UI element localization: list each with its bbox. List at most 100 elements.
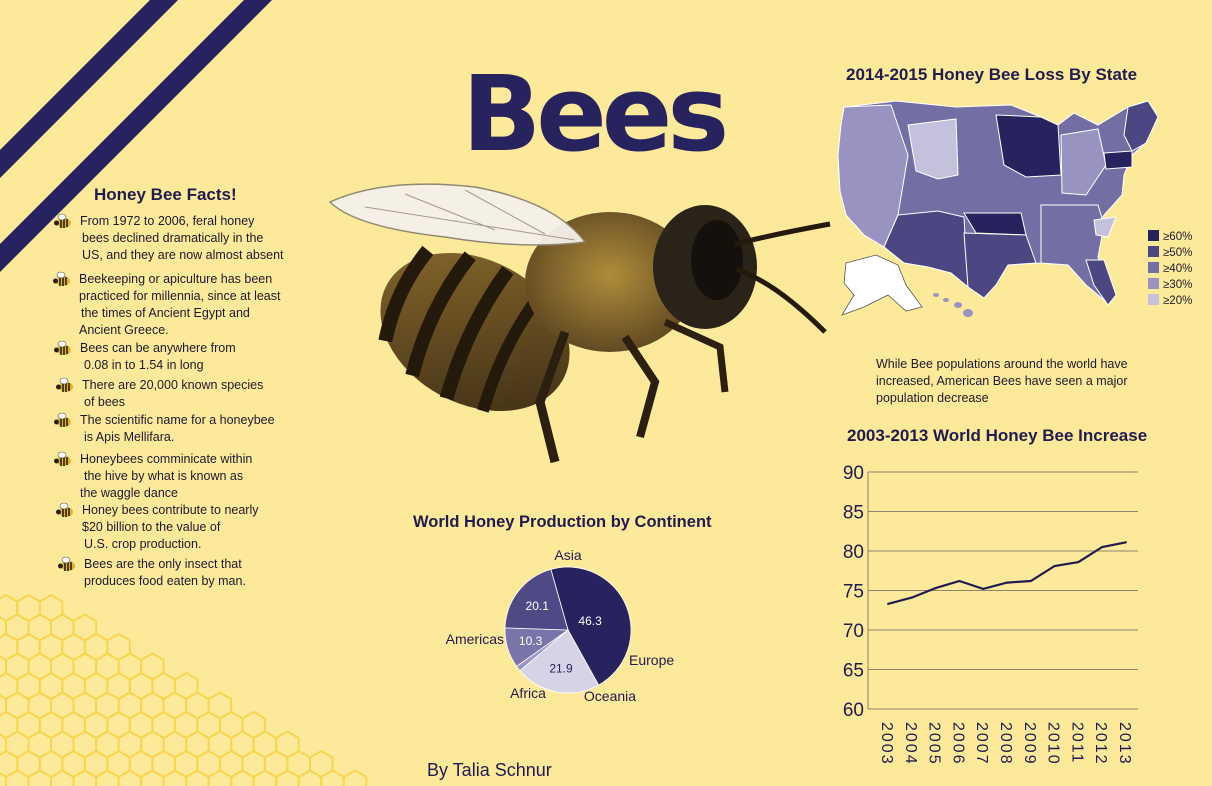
fact-line: U.S. crop production. [84,537,202,551]
pie-slice-americas [504,568,569,631]
fact-line: The scientific name for a honeybee [80,413,275,427]
bee-icon [54,340,71,355]
y-tick-label: 60 [843,700,864,721]
hexagon-cell [185,769,210,786]
bee-icon [54,412,71,427]
honeybee-illustration [328,183,831,464]
hexagon-cell [95,769,120,786]
pennsylvania [1103,150,1133,170]
y-tick-label: 85 [843,503,864,524]
hawaii [933,293,973,317]
fact-line: Bees are the only insect that [84,557,242,571]
map-note-line: While Bee populations around the world h… [876,357,1128,371]
bee-icon [54,213,71,228]
pie-chart-title: World Honey Production by Continent [413,513,712,531]
y-tick-label: 65 [843,661,864,682]
fact-item: Bees are the only insect that produces fo… [58,556,246,590]
legend-item: ≥50% [1148,246,1192,259]
legend-label: ≥50% [1163,247,1193,259]
x-tick-label: 2003 [878,722,895,766]
legend-label: ≥30% [1163,279,1193,291]
fact-line: Bees can be anywhere from [80,341,236,355]
fact-item: From 1972 to 2006, feral honey bees decli… [54,213,284,264]
facts-heading: Honey Bee Facts! [94,185,237,204]
map-note: While Bee populations around the world h… [876,356,1156,407]
fact-line: the times of Ancient Egypt and [81,306,250,320]
fact-item: Honeybees comminicate within the hive by … [54,451,253,502]
hexagon-cell [5,769,30,786]
y-tick-label: 75 [843,582,864,603]
bee-icon [54,451,71,466]
pie-slice-europe [519,629,600,694]
author-credit: By Talia Schnur [427,760,552,780]
data-point [887,602,889,605]
fact-line: From 1972 to 2006, feral honey [80,214,255,228]
hexagon-cell [230,769,255,786]
fact-line: Beekeeping or apiculture has been [79,272,273,286]
legend-swatch [1148,278,1159,289]
legend-swatch [1148,294,1159,305]
x-tick-label: 2008 [997,722,1014,766]
fact-item: Bees can be anywhere from 0.08 in to 1.54… [54,340,236,374]
x-tick-label: 2009 [1021,722,1038,766]
fact-line: 0.08 in to 1.54 in long [84,358,204,372]
hexagon-cell [275,769,300,786]
legend-label: ≥40% [1163,263,1193,275]
fact-line: There are 20,000 known species [82,378,264,392]
upper-midwest [995,114,1062,178]
legend-swatch [1148,230,1159,241]
hexagon-cell [27,769,52,786]
us-honey-bee-loss-map [837,100,1159,317]
pie-value-label: 10.3 [519,634,543,648]
pie-category-label: Africa [510,685,546,701]
fact-item: There are 20,000 known species of bees [56,377,264,411]
fact-line: the hive by what is known as [84,469,244,483]
data-point [982,587,985,590]
pie-value-label: 46.3 [578,614,602,628]
alaska [841,254,923,316]
legend-swatch [1148,262,1159,273]
fact-line: is Apis Mellifara. [84,430,175,444]
legend-item: ≥20% [1148,294,1192,307]
bee-icon [56,502,73,517]
bee-icon [53,271,70,286]
map-note-line: increased, American Bees have seen a maj… [876,374,1128,388]
fact-line: the waggle dance [80,486,178,500]
hexagon-cell [252,769,278,786]
great-lakes [1060,128,1107,196]
hexagon-cell [297,769,323,786]
fact-line: produces food eaten by man. [84,574,246,588]
fact-line: US, and they are now almost absent [82,248,284,262]
fact-item: Beekeeping or apiculture has been practic… [53,271,281,339]
mountain-region [907,118,959,180]
y-tick-label: 80 [843,542,864,563]
pie-category-label: Asia [554,547,581,563]
y-tick-label: 70 [843,621,864,642]
west-coast-region [837,104,909,248]
bee-icon [58,556,75,571]
honeycomb-pattern [0,593,368,786]
legend-item: ≥60% [1148,230,1192,243]
hexagon-cell [50,769,75,786]
hexagon-cell [162,769,188,786]
pie-value-label: 21.9 [549,661,573,675]
fact-line: Ancient Greece. [79,323,169,337]
hexagon-cell [140,769,165,786]
hexagon-cell [72,769,98,786]
pie-slice-asia [550,566,632,686]
fact-line: practiced for millennia, since at least [79,289,281,303]
data-point [1053,565,1056,568]
data-point [1029,580,1032,583]
data-point [910,596,913,599]
data-point [934,587,937,590]
fact-line: Honeybees comminicate within [80,452,253,466]
x-tick-label: 2011 [1068,722,1085,764]
line-chart: 60 65 70 75 80 85 90 2003 2004 2005 2006 2007 2008 20… [843,463,1138,766]
pie-value-label: 20.1 [526,599,550,613]
data-point [1101,546,1104,549]
northeast [1123,100,1159,152]
page-title: Bees [462,53,729,175]
southwest-region [883,210,969,289]
legend-item: ≥30% [1148,278,1192,291]
